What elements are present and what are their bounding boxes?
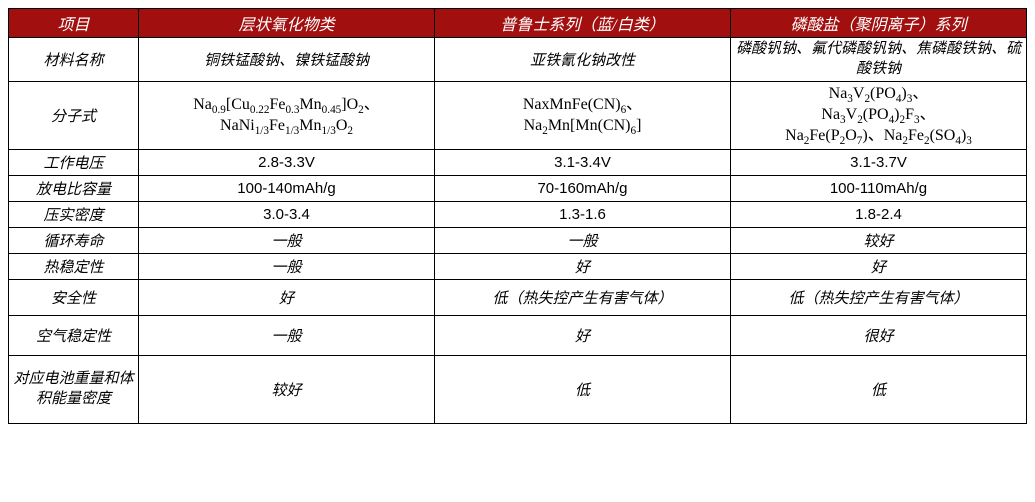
row-label: 空气稳定性 [9,316,139,356]
row-label: 放电比容量 [9,176,139,202]
cell: 低（热失控产生有害气体） [731,280,1027,316]
cell: 1.3-1.6 [435,202,731,228]
table-header-row: 项目 层状氧化物类 普鲁士系列（蓝/白类） 磷酸盐（聚阴离子）系列 [9,9,1027,38]
cell: 100-110mAh/g [731,176,1027,202]
table-row: 放电比容量 100-140mAh/g 70-160mAh/g 100-110mA… [9,176,1027,202]
header-cell: 项目 [9,9,139,38]
cell: 一般 [435,228,731,254]
cell: 一般 [139,254,435,280]
cell: Na3V2(PO4)3、Na3V2(PO4)2F3、Na2Fe(P2O7)、Na… [731,82,1027,150]
table-row: 工作电压 2.8-3.3V 3.1-3.4V 3.1-3.7V [9,150,1027,176]
row-label: 循环寿命 [9,228,139,254]
cell: 低（热失控产生有害气体） [435,280,731,316]
cell: 亚铁氰化钠改性 [435,38,731,82]
cell: 较好 [139,356,435,424]
cell: 低 [731,356,1027,424]
cell: 磷酸钒钠、氟代磷酸钒钠、焦磷酸铁钠、硫酸铁钠 [731,38,1027,82]
cell: 好 [731,254,1027,280]
cell: 较好 [731,228,1027,254]
table-row: 循环寿命 一般 一般 较好 [9,228,1027,254]
comparison-table: 项目 层状氧化物类 普鲁士系列（蓝/白类） 磷酸盐（聚阴离子）系列 材料名称 铜… [8,8,1027,424]
row-label: 材料名称 [9,38,139,82]
row-label: 分子式 [9,82,139,150]
table-body: 材料名称 铜铁锰酸钠、镍铁锰酸钠 亚铁氰化钠改性 磷酸钒钠、氟代磷酸钒钠、焦磷酸… [9,38,1027,424]
cell: 一般 [139,228,435,254]
cell: 很好 [731,316,1027,356]
cell: 3.0-3.4 [139,202,435,228]
cell: 好 [139,280,435,316]
table-row: 材料名称 铜铁锰酸钠、镍铁锰酸钠 亚铁氰化钠改性 磷酸钒钠、氟代磷酸钒钠、焦磷酸… [9,38,1027,82]
cell: 低 [435,356,731,424]
cell: 铜铁锰酸钠、镍铁锰酸钠 [139,38,435,82]
cell: NaxMnFe(CN)6、Na2Mn[Mn(CN)6] [435,82,731,150]
cell: Na0.9[Cu0.22Fe0.3Mn0.45]O2、NaNi1/3Fe1/3M… [139,82,435,150]
row-label: 安全性 [9,280,139,316]
row-label: 工作电压 [9,150,139,176]
cell: 好 [435,254,731,280]
row-label: 热稳定性 [9,254,139,280]
table-row: 空气稳定性 一般 好 很好 [9,316,1027,356]
row-label: 对应电池重量和体积能量密度 [9,356,139,424]
table-row: 分子式 Na0.9[Cu0.22Fe0.3Mn0.45]O2、NaNi1/3Fe… [9,82,1027,150]
cell: 一般 [139,316,435,356]
cell: 100-140mAh/g [139,176,435,202]
table-row: 压实密度 3.0-3.4 1.3-1.6 1.8-2.4 [9,202,1027,228]
header-cell: 层状氧化物类 [139,9,435,38]
cell: 3.1-3.7V [731,150,1027,176]
cell: 好 [435,316,731,356]
header-cell: 普鲁士系列（蓝/白类） [435,9,731,38]
table-row: 热稳定性 一般 好 好 [9,254,1027,280]
cell: 1.8-2.4 [731,202,1027,228]
table-row: 对应电池重量和体积能量密度 较好 低 低 [9,356,1027,424]
header-cell: 磷酸盐（聚阴离子）系列 [731,9,1027,38]
cell: 70-160mAh/g [435,176,731,202]
cell: 2.8-3.3V [139,150,435,176]
cell: 3.1-3.4V [435,150,731,176]
row-label: 压实密度 [9,202,139,228]
table-row: 安全性 好 低（热失控产生有害气体） 低（热失控产生有害气体） [9,280,1027,316]
